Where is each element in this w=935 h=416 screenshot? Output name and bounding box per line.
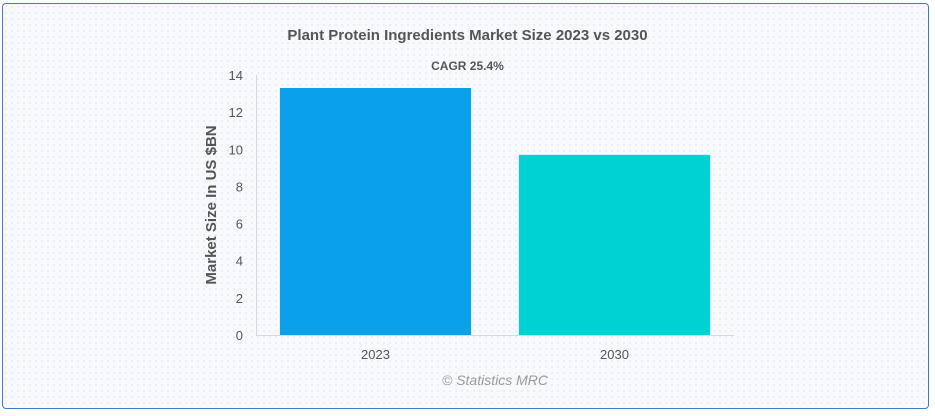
y-tick-label: 2 <box>236 291 243 306</box>
y-tick-label: 12 <box>229 105 243 120</box>
bars <box>279 88 711 335</box>
y-tick-label: 0 <box>236 328 243 343</box>
y-tick-label: 8 <box>236 179 243 194</box>
x-tick-label: 2030 <box>600 347 629 362</box>
x-axis-ticks: 2023 2030 <box>361 347 629 362</box>
y-tick-label: 10 <box>229 142 243 157</box>
bar-2023[interactable] <box>279 88 472 335</box>
y-axis-ticks: 0 2 4 6 8 10 12 14 <box>229 68 243 343</box>
chart-title: Plant Protein Ingredients Market Size 20… <box>287 27 648 44</box>
chart-subtitle: CAGR 25.4% <box>431 59 504 73</box>
watermark-text: © Statistics MRC <box>442 372 548 388</box>
bar-2030[interactable] <box>518 154 711 335</box>
y-tick-label: 6 <box>236 217 243 232</box>
y-tick-label: 4 <box>236 254 243 269</box>
x-tick-label: 2023 <box>361 347 390 362</box>
y-tick-label: 14 <box>229 68 243 83</box>
y-axis-title: Market Size In US $BN <box>203 125 220 284</box>
